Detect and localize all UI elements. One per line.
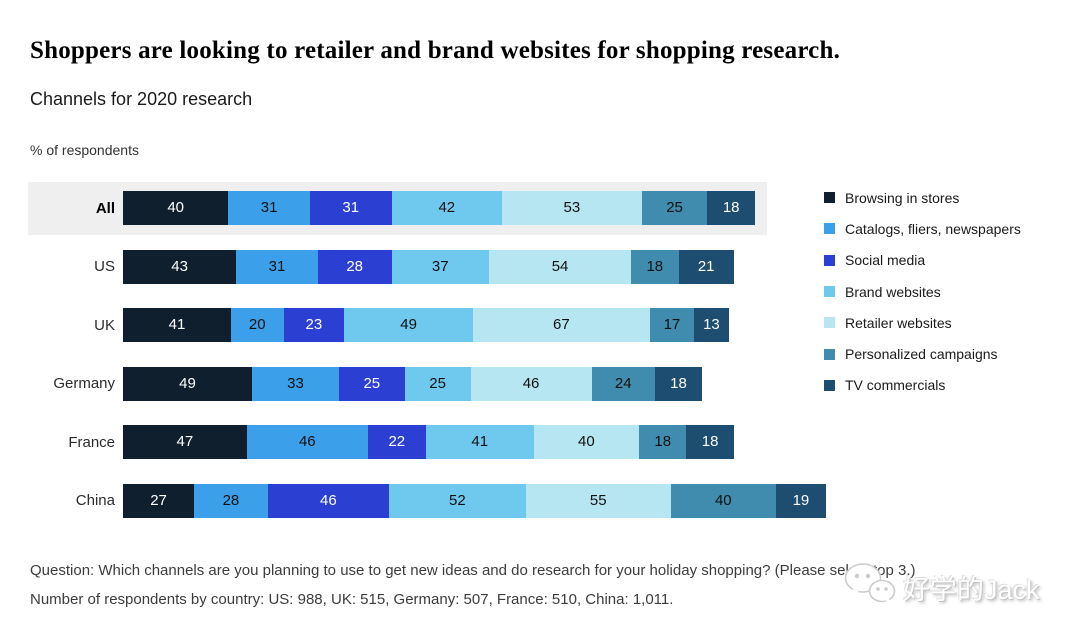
category-label: UK [94,316,115,334]
watermark-text: 好学的Jack [903,575,1040,605]
legend-item: Brand websites [824,276,1021,307]
watermark: 好学的Jack [843,561,1040,614]
bar-segment: 40 [533,425,640,460]
bar-segment: 25 [404,366,471,401]
bar-segment: 46 [267,483,389,518]
bar-segment: 23 [283,308,345,343]
legend-item: Retailer websites [824,307,1021,338]
chart-title: Shoppers are looking to retailer and bra… [30,37,841,64]
bar-segment: 22 [367,425,426,460]
legend-item: Personalized campaigns [824,338,1021,369]
bar-segment: 28 [317,249,392,284]
bar-segment: 25 [641,191,708,226]
stacked-bar: 47 46 22 41 40 18 18 [123,425,734,460]
bar-segment: 27 [123,483,195,518]
bar-segment: 28 [194,483,268,518]
legend-swatch [824,317,835,329]
footnote-question: Question: Which channels are you plannin… [30,562,916,579]
bar-segment: 46 [470,366,592,401]
chart-row: Germany 49 33 25 25 46 24 18 [28,355,838,414]
bar-segment: 20 [230,308,284,343]
category-label: France [68,433,115,451]
bar-segment: 21 [678,249,734,284]
bar-segment: 31 [236,249,318,284]
bar-segment: 17 [649,308,695,343]
legend-label: TV commercials [845,377,946,394]
chart-rows: All 40 31 31 42 53 25 18 US 43 31 28 37 54 18 21 UK 41 20 2… [28,179,838,530]
bar-segment: 47 [123,425,247,460]
legend-label: Social media [845,252,926,269]
legend-swatch [824,254,835,266]
stacked-bar: 27 28 46 52 55 40 19 [123,483,826,518]
bar-segment: 25 [338,366,405,401]
legend-swatch [824,192,835,204]
bar-segment: 18 [639,425,687,460]
legend-item: Social media [824,245,1021,276]
legend-swatch [824,286,835,298]
wechat-icon [843,561,899,614]
bar-segment: 53 [502,191,642,226]
bar-segment: 67 [473,308,650,343]
legend-item: Catalogs, fliers, newspapers [824,213,1021,244]
bar-segment: 40 [123,191,229,226]
bar-segment: 13 [694,308,729,343]
chart-legend: Browsing in stores Catalogs, fliers, news… [824,182,1021,401]
bar-segment: 46 [246,425,368,460]
bar-segment: 37 [391,249,489,284]
bar-segment: 40 [670,483,776,518]
bar-segment: 33 [252,366,339,401]
category-label: China [75,492,115,510]
chart-row: UK 41 20 23 49 67 17 13 [28,296,838,355]
chart-unit-label: % of respondents [30,142,139,158]
bar-segment: 49 [123,366,253,401]
legend-label: Retailer websites [845,314,952,331]
chart-row: China 27 28 46 52 55 40 19 [28,472,838,531]
bar-segment: 18 [654,366,703,401]
bar-segment: 18 [707,191,755,226]
bar-segment: 41 [123,308,231,343]
legend-item: TV commercials [824,370,1021,401]
bar-segment: 18 [631,249,679,284]
bar-segment: 42 [391,191,503,226]
bar-segment: 18 [686,425,734,460]
stacked-bar: 41 20 23 49 67 17 13 [123,308,729,343]
stacked-bar: 40 31 31 42 53 25 18 [123,191,755,226]
legend-swatch [824,348,835,360]
bar-segment: 54 [488,249,632,284]
bar-segment: 31 [309,191,392,226]
legend-swatch [824,223,835,235]
category-label: Germany [53,375,115,393]
legend-label: Catalogs, fliers, newspapers [845,220,1021,237]
stacked-bar: 49 33 25 25 46 24 18 [123,366,703,401]
stacked-bar: 43 31 28 37 54 18 21 [123,249,734,284]
bar-segment: 43 [123,249,237,284]
bar-segment: 55 [525,483,671,518]
bar-segment: 41 [425,425,534,460]
chart-row: US 43 31 28 37 54 18 21 [28,238,838,297]
legend-item: Browsing in stores [824,182,1021,213]
bar-segment: 49 [344,308,474,343]
bar-segment: 52 [388,483,526,518]
category-label: US [94,258,115,276]
legend-swatch [824,379,835,391]
chart-subtitle: Channels for 2020 research [30,89,253,109]
category-label: All [95,199,115,217]
bar-segment: 19 [775,483,826,518]
bar-segment: 31 [228,191,310,226]
chart-row: All 40 31 31 42 53 25 18 [28,179,838,238]
legend-label: Browsing in stores [845,189,960,206]
bar-segment: 24 [591,366,655,401]
legend-label: Brand websites [845,283,941,300]
chart-row: France 47 46 22 41 40 18 18 [28,413,838,472]
footnote-respondents: Number of respondents by country: US: 98… [30,591,674,608]
legend-label: Personalized campaigns [845,346,998,363]
